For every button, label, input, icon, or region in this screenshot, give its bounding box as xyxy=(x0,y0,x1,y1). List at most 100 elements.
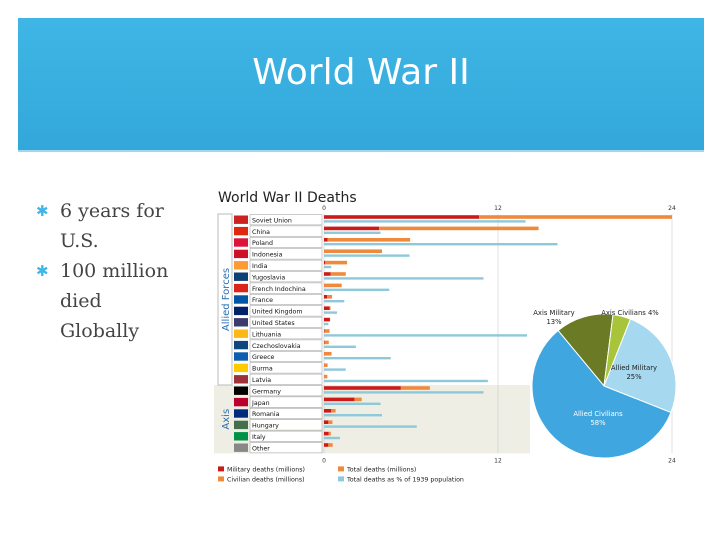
bullet-text: 100 million died Globally xyxy=(60,260,169,342)
population-percent-bar xyxy=(324,379,488,383)
population-percent-bar xyxy=(324,322,329,326)
country-label: Czechoslovakia xyxy=(252,343,301,350)
civilian-deaths-bar xyxy=(328,431,331,436)
pie-slice-label: Axis Military xyxy=(533,309,574,317)
country-flag-icon xyxy=(234,318,248,327)
civilian-deaths-bar xyxy=(479,215,672,219)
country-label: China xyxy=(252,229,270,236)
country-label-box xyxy=(249,442,323,454)
country-label: Burma xyxy=(252,366,273,373)
population-percent-bar xyxy=(324,345,356,348)
country-label: Yugoslavia xyxy=(251,274,285,281)
population-percent-bar xyxy=(324,425,417,428)
country-label-box xyxy=(249,430,323,442)
banner-divider xyxy=(18,150,704,152)
pie-slice-percent: 13% xyxy=(546,318,562,326)
pie-slice-percent: 58% xyxy=(590,419,606,427)
military-deaths-bar xyxy=(324,215,480,219)
slide-title: World War II xyxy=(252,52,470,93)
country-label: Germany xyxy=(252,388,281,395)
country-label-box xyxy=(249,214,323,226)
axis-group-label: Axis xyxy=(221,409,232,430)
country-label-box xyxy=(249,237,323,248)
population-percent-bar xyxy=(324,391,484,394)
country-label-box xyxy=(249,328,323,340)
country-label-box xyxy=(249,351,323,362)
country-label: Greece xyxy=(252,354,275,361)
country-label-box xyxy=(249,419,323,431)
country-flag-icon xyxy=(234,432,248,441)
country-label: Other xyxy=(252,445,270,452)
bullet-item: ✱ 6 years for U.S. xyxy=(36,196,186,256)
country-label: United Kingdom xyxy=(252,309,303,316)
military-deaths-bar xyxy=(324,238,328,242)
x-tick-label-bottom: 12 xyxy=(494,457,502,464)
country-flag-icon xyxy=(234,238,248,247)
x-tick-label-top: 24 xyxy=(668,205,676,212)
civilian-deaths-bar xyxy=(324,249,382,253)
military-deaths-bar xyxy=(324,260,326,265)
country-flag-icon xyxy=(234,363,248,373)
civilian-deaths-bar xyxy=(354,397,362,402)
country-flag-icon xyxy=(234,329,248,338)
title-banner xyxy=(18,18,704,150)
country-label: Soviet Union xyxy=(252,217,292,224)
country-flag-icon xyxy=(234,443,248,452)
military-deaths-bar xyxy=(324,386,401,390)
population-percent-bar xyxy=(324,220,526,223)
deaths-chart: World War II Deaths Allied Forces Axis 0 0 12… xyxy=(214,190,677,483)
country-label-box xyxy=(249,271,323,283)
civilian-deaths-bar xyxy=(324,283,342,288)
country-label-box xyxy=(249,339,323,351)
legend-label: Total deaths as % of 1939 population xyxy=(346,476,464,483)
country-flag-icon xyxy=(234,352,248,361)
civilian-deaths-bar xyxy=(324,374,328,379)
chart-title: World War II Deaths xyxy=(218,190,357,206)
pie-slice-label: Axis Civilians 4% xyxy=(601,309,659,317)
civilian-deaths-bar xyxy=(379,226,539,231)
population-percent-bar xyxy=(324,436,340,440)
asterisk-bullet-icon: ✱ xyxy=(36,202,49,220)
population-percent-bar xyxy=(324,402,381,405)
country-flag-icon xyxy=(234,283,248,293)
legend-swatch xyxy=(338,476,344,482)
allied-group-label: Allied Forces xyxy=(221,268,232,331)
legend-swatch xyxy=(338,466,344,472)
population-percent-bar xyxy=(324,311,338,314)
military-deaths-bar xyxy=(324,443,329,447)
civilian-deaths-bar xyxy=(324,363,328,367)
population-percent-bar xyxy=(324,277,484,280)
population-percent-bar xyxy=(324,357,391,360)
country-flag-icon xyxy=(234,375,248,384)
country-label-box xyxy=(249,305,323,317)
civilian-deaths-bar xyxy=(329,306,331,310)
civilian-deaths-bar xyxy=(327,295,333,299)
military-deaths-bar xyxy=(324,420,329,424)
civilian-deaths-bar xyxy=(330,272,346,276)
country-label: Italy xyxy=(252,434,266,441)
country-label: Indonesia xyxy=(252,252,283,259)
civilian-deaths-bar xyxy=(331,409,336,413)
country-flag-icon xyxy=(234,409,248,418)
military-deaths-bar xyxy=(324,306,330,310)
country-label: Hungary xyxy=(252,423,279,430)
legend-swatch xyxy=(218,466,224,472)
military-deaths-bar xyxy=(324,226,380,231)
pie-slice xyxy=(531,329,672,459)
legend-label: Military deaths (millions) xyxy=(227,466,305,473)
country-label-box xyxy=(249,282,323,294)
civilian-deaths-bar xyxy=(328,443,333,447)
country-flag-icon xyxy=(234,226,248,236)
civilian-deaths-bar xyxy=(324,352,332,356)
country-flag-icon xyxy=(234,420,248,430)
axis-band xyxy=(214,385,530,454)
country-label: Romania xyxy=(252,411,280,418)
country-label: India xyxy=(252,263,268,270)
legend-swatch xyxy=(218,476,224,482)
bullet-list: ✱ 6 years for U.S. ✱ 100 million died Gl… xyxy=(36,196,186,346)
country-label-box xyxy=(249,396,323,408)
population-percent-bar xyxy=(324,300,345,303)
country-flag-icon xyxy=(234,295,248,304)
population-percent-bar xyxy=(324,334,527,337)
population-percent-bar xyxy=(324,288,390,291)
